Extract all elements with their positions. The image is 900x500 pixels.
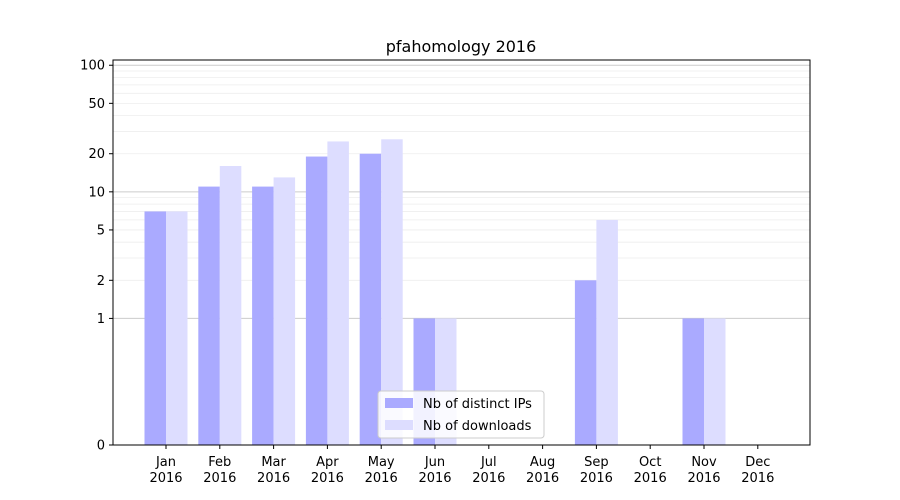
x-tick-label-month: Oct bbox=[639, 455, 661, 470]
x-tick-label-month: Jun bbox=[424, 455, 445, 470]
y-axis: 0 1 2 5 10 20 50 100 bbox=[80, 59, 113, 454]
bar-distinct-ips-jan bbox=[144, 211, 166, 445]
bar-downloads-nov bbox=[704, 318, 726, 445]
x-tick-label-year: 2016 bbox=[203, 471, 236, 486]
x-tick-label-year: 2016 bbox=[257, 471, 290, 486]
legend: Nb of distinct IPs Nb of downloads bbox=[377, 390, 545, 439]
bar-downloads-apr bbox=[327, 141, 349, 445]
y-tick-label: 5 bbox=[97, 223, 105, 238]
plot-area-frame bbox=[112, 59, 811, 446]
x-tick-label-month: Nov bbox=[691, 455, 717, 470]
chart-title: pfahomology 2016 bbox=[386, 37, 537, 56]
bar-downloads-may bbox=[381, 139, 403, 445]
x-tick-label-year: 2016 bbox=[687, 471, 720, 486]
x-tick-label-year: 2016 bbox=[634, 471, 667, 486]
x-tick-label-year: 2016 bbox=[741, 471, 774, 486]
bar-downloads-mar bbox=[273, 177, 296, 446]
x-tick-label-year: 2016 bbox=[365, 471, 398, 486]
y-tick-label: 20 bbox=[88, 147, 105, 162]
bar-downloads-sep bbox=[596, 219, 618, 445]
y-tick-label: 50 bbox=[88, 97, 105, 112]
x-tick-label-year: 2016 bbox=[149, 471, 182, 486]
bar-distinct-ips-sep bbox=[574, 280, 597, 445]
x-tick-label-month: Sep bbox=[584, 455, 609, 470]
y-tick-label: 0 bbox=[97, 439, 105, 454]
bar-distinct-ips-apr bbox=[305, 156, 328, 446]
legend-swatch-downloads bbox=[385, 420, 413, 430]
x-tick-label-year: 2016 bbox=[526, 471, 559, 486]
x-tick-label-month: Dec bbox=[745, 455, 770, 470]
y-tick-label: 10 bbox=[88, 185, 105, 200]
x-tick-label-year: 2016 bbox=[418, 471, 451, 486]
x-tick-label-month: May bbox=[368, 455, 395, 470]
y-tick-label: 2 bbox=[97, 274, 105, 289]
bar-distinct-ips-nov bbox=[682, 318, 704, 445]
x-tick-label-month: Jan bbox=[155, 455, 176, 470]
legend-box bbox=[377, 390, 545, 439]
x-tick-label-month: Aug bbox=[530, 455, 555, 470]
x-tick-label-month: Feb bbox=[208, 455, 231, 470]
x-axis: Jan2016Feb2016Mar2016Apr2016May2016Jun20… bbox=[149, 445, 774, 486]
x-tick-label-month: Mar bbox=[261, 455, 286, 470]
bar-downloads-jan bbox=[166, 211, 188, 445]
legend-swatch-distinct-ips bbox=[385, 398, 413, 408]
x-tick-label-month: Jul bbox=[480, 455, 497, 470]
x-tick-label-year: 2016 bbox=[311, 471, 344, 486]
x-tick-label-year: 2016 bbox=[580, 471, 613, 486]
legend-label-distinct-ips: Nb of distinct IPs bbox=[423, 397, 532, 412]
x-tick-label-year: 2016 bbox=[472, 471, 505, 486]
x-tick-label-month: Apr bbox=[316, 455, 339, 470]
y-tick-label: 100 bbox=[80, 59, 105, 74]
bar-distinct-ips-feb bbox=[198, 186, 220, 446]
bar-distinct-ips-may bbox=[359, 153, 382, 446]
legend-label-downloads: Nb of downloads bbox=[423, 419, 532, 434]
bar-downloads-feb bbox=[219, 165, 242, 446]
bar-distinct-ips-mar bbox=[252, 186, 274, 446]
y-tick-label: 1 bbox=[97, 312, 105, 327]
